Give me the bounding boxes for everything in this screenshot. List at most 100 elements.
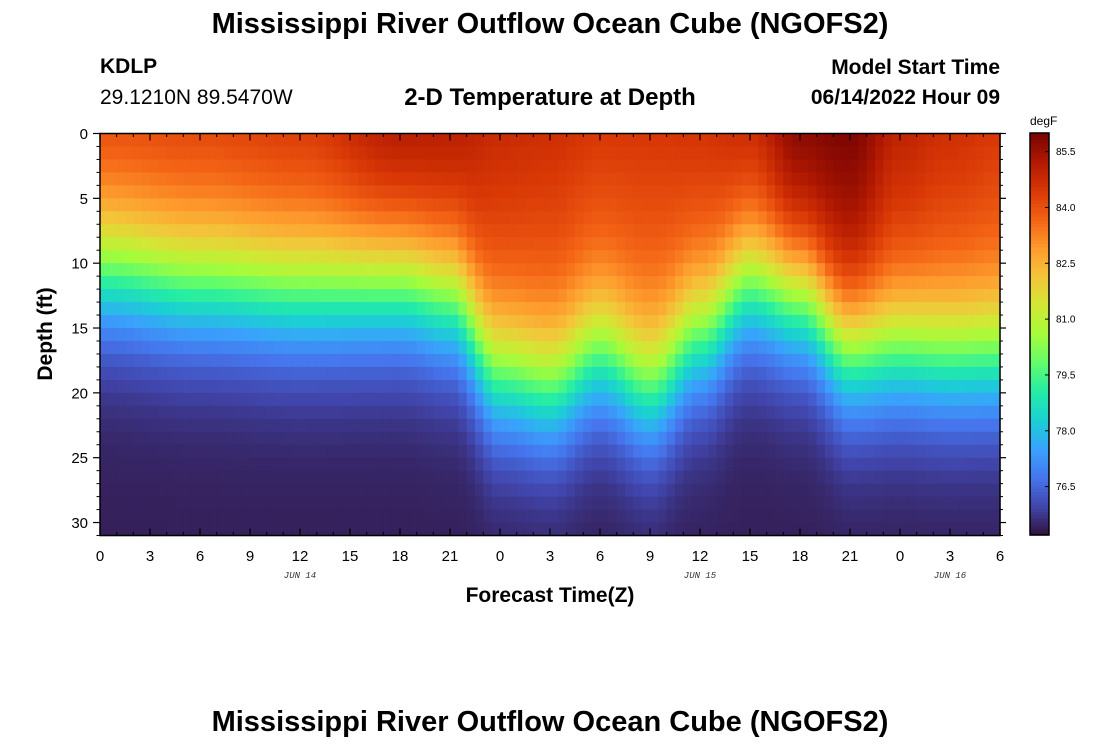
heatmap-cell bbox=[408, 340, 418, 355]
heatmap-cell bbox=[441, 444, 451, 459]
heatmap-cell bbox=[666, 431, 676, 446]
heatmap-cell bbox=[933, 315, 943, 329]
colorbar-segment bbox=[1030, 447, 1049, 452]
heatmap-cell bbox=[908, 224, 918, 238]
heatmap-cell bbox=[466, 522, 476, 537]
heatmap-cell bbox=[141, 470, 151, 485]
heatmap-cell bbox=[100, 444, 109, 459]
heatmap-cell bbox=[625, 133, 634, 148]
heatmap-cell bbox=[925, 340, 934, 355]
heatmap-cell bbox=[133, 289, 143, 303]
heatmap-cell bbox=[400, 431, 409, 446]
heatmap-cell bbox=[783, 431, 793, 446]
colorbar-segment bbox=[1030, 427, 1049, 432]
heatmap-cell bbox=[741, 276, 751, 290]
heatmap-cell bbox=[750, 250, 759, 264]
heatmap-cell bbox=[316, 509, 326, 524]
heatmap-cell bbox=[266, 237, 276, 251]
heatmap-cell bbox=[600, 263, 609, 277]
heatmap-cell bbox=[408, 237, 418, 251]
heatmap-cell bbox=[616, 172, 626, 186]
heatmap-cell bbox=[383, 289, 393, 303]
heatmap-cell bbox=[858, 276, 868, 290]
heatmap-cell bbox=[208, 444, 218, 459]
heatmap-cell bbox=[783, 146, 793, 161]
heatmap-cell bbox=[191, 263, 201, 277]
heatmap-cell bbox=[408, 366, 418, 381]
heatmap-cell bbox=[750, 172, 759, 186]
heatmap-cell bbox=[150, 302, 159, 316]
heatmap-cell bbox=[941, 418, 951, 433]
heatmap-cell bbox=[241, 224, 251, 238]
heatmap-cell bbox=[233, 522, 243, 537]
heatmap-cell bbox=[450, 302, 459, 316]
x-tick-label: 18 bbox=[792, 548, 809, 565]
heatmap-cell bbox=[583, 250, 593, 264]
heatmap-cell bbox=[583, 159, 593, 174]
heatmap-cell bbox=[816, 470, 826, 485]
heatmap-cell bbox=[358, 224, 368, 238]
heatmap-cell bbox=[766, 224, 776, 238]
heatmap-cell bbox=[166, 146, 176, 161]
heatmap-cell bbox=[508, 496, 518, 511]
heatmap-cell bbox=[333, 250, 343, 264]
heatmap-cell bbox=[108, 211, 118, 225]
heatmap-cell bbox=[516, 328, 526, 342]
heatmap-cell bbox=[141, 146, 151, 161]
heatmap-cell bbox=[333, 444, 343, 459]
heatmap-cell bbox=[166, 522, 176, 537]
heatmap-cell bbox=[608, 302, 618, 316]
heatmap-cell bbox=[658, 211, 668, 225]
heatmap-cell bbox=[366, 405, 376, 420]
heatmap-cell bbox=[691, 198, 701, 212]
heatmap-cell bbox=[683, 172, 693, 186]
heatmap-cell bbox=[575, 224, 584, 238]
heatmap-cell bbox=[808, 353, 818, 368]
heatmap-cell bbox=[525, 522, 534, 537]
heatmap-cell bbox=[833, 133, 843, 148]
heatmap-cell bbox=[916, 470, 926, 485]
heatmap-cell bbox=[566, 405, 576, 420]
heatmap-cell bbox=[608, 405, 618, 420]
heatmap-cell bbox=[416, 224, 426, 238]
heatmap-cell bbox=[875, 431, 884, 446]
heatmap-cell bbox=[566, 133, 576, 148]
heatmap-cell bbox=[208, 379, 218, 394]
heatmap-cell bbox=[133, 418, 143, 433]
heatmap-cell bbox=[283, 483, 293, 498]
heatmap-cell bbox=[400, 302, 409, 316]
heatmap-cell bbox=[883, 470, 893, 485]
heatmap-cell bbox=[133, 185, 143, 199]
heatmap-cell bbox=[616, 405, 626, 420]
heatmap-cell bbox=[275, 328, 284, 342]
heatmap-cell bbox=[633, 263, 643, 277]
heatmap-cell bbox=[666, 366, 676, 381]
heatmap-cell bbox=[966, 340, 976, 355]
heatmap-cell bbox=[675, 133, 684, 148]
heatmap-cell bbox=[658, 328, 668, 342]
heatmap-cell bbox=[533, 146, 543, 161]
heatmap-cell bbox=[175, 237, 184, 251]
heatmap-cell bbox=[208, 457, 218, 472]
heatmap-cell bbox=[758, 392, 768, 407]
heatmap-cell bbox=[558, 224, 568, 238]
heatmap-cell bbox=[291, 444, 301, 459]
heatmap-cell bbox=[558, 392, 568, 407]
heatmap-cell bbox=[183, 392, 193, 407]
heatmap-cell bbox=[491, 496, 501, 511]
heatmap-cell bbox=[183, 470, 193, 485]
heatmap-cell bbox=[341, 211, 351, 225]
heatmap-cell bbox=[600, 159, 609, 174]
heatmap-cell bbox=[466, 379, 476, 394]
heatmap-cell bbox=[758, 379, 768, 394]
heatmap-cell bbox=[958, 444, 968, 459]
heatmap-cell bbox=[891, 418, 901, 433]
heatmap-cell bbox=[208, 133, 218, 148]
heatmap-cell bbox=[583, 276, 593, 290]
heatmap-cell bbox=[800, 185, 809, 199]
heatmap-cell bbox=[758, 250, 768, 264]
heatmap-cell bbox=[883, 250, 893, 264]
heatmap-cell bbox=[541, 509, 551, 524]
heatmap-cell bbox=[975, 431, 984, 446]
heatmap-cell bbox=[350, 392, 359, 407]
